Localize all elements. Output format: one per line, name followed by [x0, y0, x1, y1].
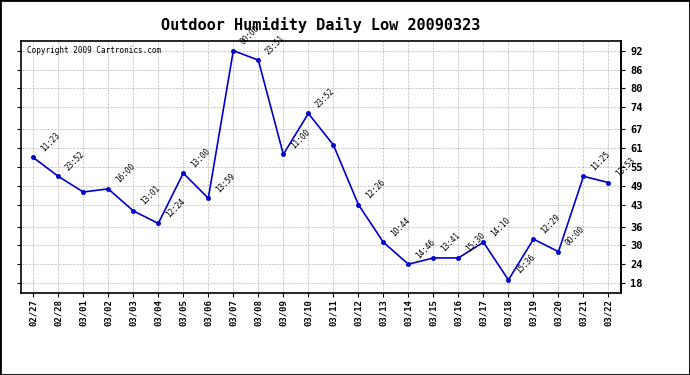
Text: 15:36: 15:36 [514, 253, 537, 276]
Text: 13:00: 13:00 [189, 146, 212, 169]
Text: 16:00: 16:00 [114, 162, 137, 185]
Text: 14:46: 14:46 [414, 237, 437, 260]
Text: 13:59: 13:59 [214, 171, 237, 194]
Text: 00:00: 00:00 [564, 225, 586, 248]
Text: Outdoor Humidity Daily Low 20090323: Outdoor Humidity Daily Low 20090323 [161, 17, 480, 33]
Text: 11:23: 11:23 [39, 130, 61, 153]
Text: 12:26: 12:26 [364, 178, 386, 200]
Text: 13:53: 13:53 [614, 156, 637, 178]
Text: 15:30: 15:30 [464, 231, 486, 254]
Text: 23:52: 23:52 [63, 149, 86, 172]
Text: 14:10: 14:10 [489, 215, 512, 238]
Text: 23:51: 23:51 [264, 33, 286, 56]
Text: 12:24: 12:24 [164, 196, 186, 219]
Text: 00:00: 00:00 [239, 24, 262, 46]
Text: 23:52: 23:52 [314, 87, 337, 109]
Text: 13:01: 13:01 [139, 184, 161, 207]
Text: 11:00: 11:00 [289, 128, 312, 150]
Text: 12:29: 12:29 [539, 212, 562, 235]
Text: 10:44: 10:44 [389, 215, 412, 238]
Text: 13:41: 13:41 [439, 231, 462, 254]
Text: 11:25: 11:25 [589, 149, 612, 172]
Text: Copyright 2009 Cartronics.com: Copyright 2009 Cartronics.com [27, 46, 161, 55]
